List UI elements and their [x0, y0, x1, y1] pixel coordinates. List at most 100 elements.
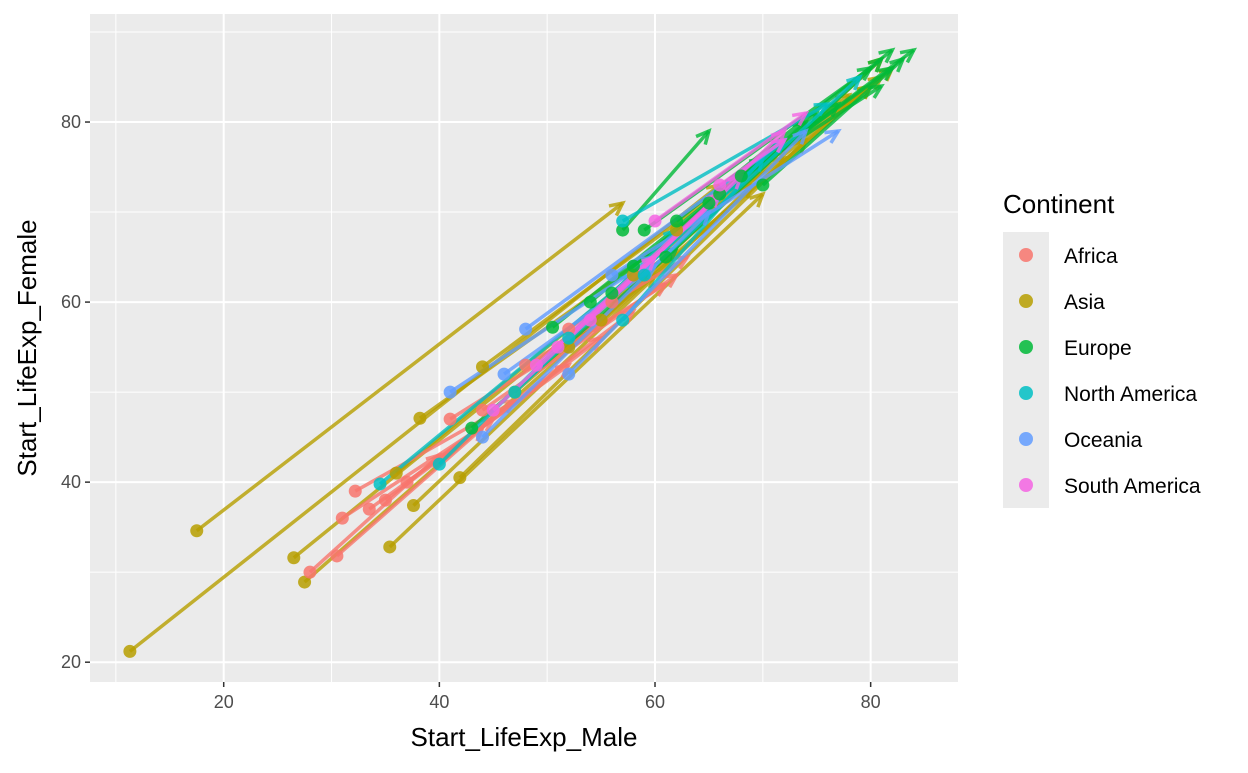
start-point	[475, 360, 489, 374]
start-point	[583, 295, 597, 309]
start-point	[123, 644, 137, 658]
start-point	[562, 340, 576, 354]
segment	[335, 426, 484, 558]
segment	[195, 201, 624, 533]
start-point	[475, 430, 489, 444]
legend-key-oceania	[1019, 432, 1033, 446]
start-point	[443, 412, 457, 426]
start-point	[383, 540, 397, 554]
start-point	[519, 322, 533, 336]
legend-label: Oceania	[1064, 429, 1143, 452]
y-tick-label: 60	[61, 292, 81, 312]
arrow-head	[695, 128, 712, 146]
start-point	[616, 223, 630, 237]
arrow-head	[662, 272, 680, 289]
start-point	[298, 575, 312, 589]
arrow-head	[748, 191, 766, 208]
start-point	[432, 457, 446, 471]
start-point	[546, 320, 560, 334]
start-point	[406, 499, 420, 513]
x-tick-label: 40	[429, 692, 449, 712]
start-point	[648, 214, 662, 228]
start-point	[605, 268, 619, 282]
segment	[610, 129, 840, 277]
start-point	[562, 367, 576, 381]
start-point	[519, 358, 533, 372]
start-point	[734, 169, 748, 183]
legend-label: Africa	[1064, 245, 1118, 268]
start-point	[605, 295, 619, 309]
start-point	[378, 493, 392, 507]
arrow-head	[770, 137, 788, 154]
x-tick-label: 60	[645, 692, 665, 712]
legend-label: Europe	[1064, 337, 1132, 360]
x-tick-label: 80	[861, 692, 881, 712]
arrow-head	[791, 110, 810, 127]
start-point	[303, 565, 317, 579]
segment	[567, 129, 808, 376]
start-point	[400, 475, 414, 489]
legend-key-north-america	[1019, 386, 1033, 400]
legend-key-asia	[1019, 294, 1033, 308]
start-point	[605, 286, 619, 300]
legend: Africa Asia Europe North America Oceania Sout…	[1019, 245, 1201, 498]
legend-label: North America	[1064, 383, 1197, 406]
arrow-head	[792, 128, 809, 145]
start-point	[287, 551, 301, 565]
x-axis-label: Start_LifeExp_Male	[411, 722, 638, 752]
arrow-head	[889, 56, 907, 73]
start-point	[562, 322, 576, 336]
start-point	[616, 214, 630, 228]
segment	[718, 138, 786, 187]
start-point	[637, 223, 651, 237]
start-point	[508, 385, 522, 399]
start-point	[453, 471, 467, 485]
start-point	[637, 268, 651, 282]
start-point	[529, 358, 543, 372]
gridlines	[90, 14, 958, 682]
start-point	[465, 421, 479, 435]
arrow-head	[608, 200, 626, 217]
x-tick-label: 20	[214, 692, 234, 712]
start-point	[583, 313, 597, 327]
start-point	[713, 178, 727, 192]
start-point	[756, 178, 770, 192]
arrow-head	[662, 245, 680, 262]
legend-label: South America	[1064, 475, 1201, 498]
start-point	[486, 403, 500, 417]
start-point	[594, 313, 608, 327]
legend-key-south-america	[1019, 478, 1033, 492]
segment	[405, 309, 635, 484]
y-tick-label: 20	[61, 652, 81, 672]
start-point	[362, 502, 376, 516]
start-point	[659, 250, 673, 264]
start-point	[335, 511, 349, 525]
start-point	[190, 524, 204, 538]
start-point	[626, 268, 640, 282]
start-point	[670, 214, 684, 228]
arrow-head	[899, 47, 918, 64]
start-point	[551, 340, 565, 354]
legend-title: Continent	[1003, 189, 1115, 219]
start-point	[626, 259, 640, 273]
start-point	[713, 187, 727, 201]
segment	[503, 264, 657, 376]
start-point	[562, 331, 576, 345]
start-point	[702, 196, 716, 210]
start-point	[348, 484, 362, 498]
arrow-head	[824, 128, 842, 144]
start-point	[616, 313, 630, 327]
segment	[481, 210, 711, 439]
segment	[388, 192, 765, 549]
start-point	[373, 477, 387, 491]
start-point	[670, 223, 684, 237]
legend-key-europe	[1019, 340, 1033, 354]
y-tick-label: 40	[61, 472, 81, 492]
y-axis-label: Start_LifeExp_Female	[12, 219, 42, 476]
data-marks	[123, 47, 918, 658]
arrow-head	[878, 47, 896, 64]
axis-ticks: 20 40 60 80 20 40 60 80	[61, 112, 881, 712]
y-tick-label: 80	[61, 112, 81, 132]
